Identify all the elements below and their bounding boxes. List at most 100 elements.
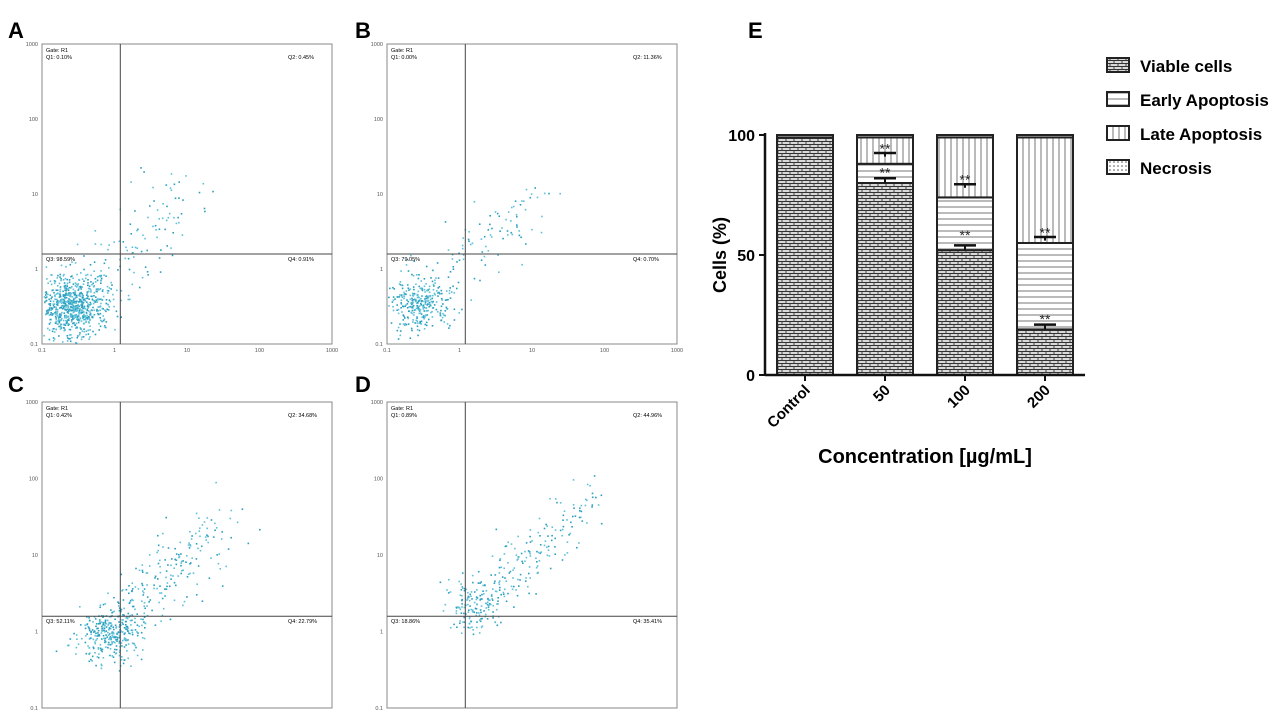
legend-label: Necrosis <box>1140 159 1212 178</box>
event-dot <box>549 497 551 500</box>
event-dot <box>143 602 146 604</box>
event-dot <box>104 309 106 311</box>
event-dot <box>507 541 509 544</box>
event-dot <box>166 245 168 247</box>
event-dot <box>185 175 187 177</box>
event-dot <box>529 535 531 538</box>
event-dot <box>199 527 201 529</box>
event-dot <box>483 255 486 258</box>
event-dot <box>498 572 501 574</box>
event-dot <box>74 290 76 292</box>
event-dot <box>475 596 478 598</box>
event-dot <box>47 310 50 313</box>
event-dot <box>112 298 115 301</box>
event-dot <box>116 315 119 318</box>
event-dot <box>100 667 103 670</box>
event-dot <box>458 580 460 583</box>
event-dot <box>495 590 498 593</box>
event-dot <box>457 606 459 608</box>
event-dot <box>120 299 122 302</box>
event-dot <box>205 539 207 541</box>
event-dot <box>105 634 107 636</box>
event-dot <box>547 545 550 548</box>
event-dot <box>546 525 548 527</box>
event-dot <box>69 638 72 640</box>
event-dot <box>54 294 56 296</box>
event-dot <box>146 584 148 586</box>
event-dot <box>56 298 58 301</box>
event-dot <box>49 280 52 282</box>
event-dot <box>62 275 65 277</box>
event-dot <box>424 295 427 298</box>
event-dot <box>129 223 132 225</box>
event-dot <box>423 317 425 320</box>
event-dot <box>128 592 130 595</box>
event-dot <box>445 307 448 310</box>
event-dot <box>77 304 79 307</box>
event-dot <box>91 283 93 286</box>
event-dot <box>499 230 501 232</box>
event-dot <box>60 299 63 301</box>
event-dot <box>68 292 70 294</box>
event-dot <box>487 608 490 611</box>
event-dot <box>121 639 124 642</box>
event-dot <box>157 549 159 552</box>
event-dot <box>195 594 198 596</box>
event-dot <box>117 605 120 607</box>
event-dot <box>118 602 120 604</box>
event-dot <box>65 297 68 299</box>
event-dot <box>109 654 111 657</box>
event-dot <box>422 315 425 317</box>
event-dot <box>165 576 167 579</box>
event-dot <box>131 633 134 636</box>
event-dot <box>50 318 52 321</box>
event-dot <box>137 588 140 590</box>
event-dot <box>178 181 180 183</box>
event-dot <box>173 567 175 569</box>
event-dot <box>156 587 158 590</box>
event-dot <box>417 308 420 310</box>
event-dot <box>476 626 478 629</box>
event-dot <box>134 586 137 588</box>
event-dot <box>475 608 478 610</box>
event-dot <box>60 306 63 309</box>
event-dot <box>109 638 112 641</box>
event-dot <box>439 314 442 316</box>
event-dot <box>81 296 84 299</box>
event-dot <box>125 628 127 630</box>
event-dot <box>490 236 493 238</box>
event-dot <box>437 311 439 313</box>
event-dot <box>65 291 67 293</box>
event-dot <box>95 290 97 293</box>
event-dot <box>420 313 423 315</box>
event-dot <box>445 290 448 292</box>
legend-swatch <box>1106 159 1130 175</box>
gate-label: Gate: R1 <box>46 48 68 54</box>
event-dot <box>206 517 209 519</box>
event-dot <box>154 577 156 579</box>
event-dot <box>496 212 499 215</box>
event-dot <box>443 321 445 323</box>
event-dot <box>586 499 588 502</box>
event-dot <box>507 592 509 595</box>
event-dot <box>64 296 66 299</box>
event-dot <box>136 613 138 615</box>
event-dot <box>76 300 78 303</box>
event-dot <box>513 606 515 608</box>
event-dot <box>416 293 419 296</box>
event-dot <box>426 289 428 292</box>
event-dot <box>56 289 59 292</box>
event-dot <box>78 305 81 308</box>
event-dot <box>73 322 75 324</box>
event-dot <box>70 320 73 323</box>
event-dot <box>536 561 538 563</box>
event-dot <box>66 282 69 285</box>
event-dot <box>538 517 541 520</box>
event-dot <box>412 305 415 307</box>
y-tick-label: 100 <box>374 477 383 483</box>
event-dot <box>92 282 94 285</box>
event-dot <box>45 310 48 312</box>
event-dot <box>99 619 101 621</box>
event-dot <box>595 496 597 499</box>
event-dot <box>162 203 164 205</box>
